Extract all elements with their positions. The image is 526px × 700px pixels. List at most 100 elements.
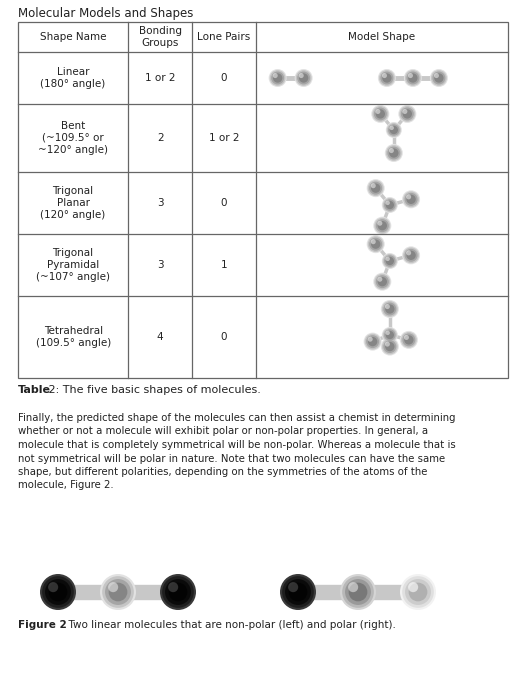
Circle shape	[408, 73, 413, 78]
Circle shape	[434, 74, 443, 83]
Circle shape	[386, 201, 394, 209]
Circle shape	[368, 236, 383, 252]
Circle shape	[407, 71, 419, 85]
Circle shape	[405, 579, 431, 605]
Text: Trigonal
Pyramidal
(~107° angle): Trigonal Pyramidal (~107° angle)	[36, 248, 110, 281]
Circle shape	[402, 109, 408, 114]
Circle shape	[381, 337, 399, 356]
Text: Bent
(~109.5° or
~120° angle): Bent (~109.5° or ~120° angle)	[38, 121, 108, 155]
Text: 0: 0	[220, 73, 227, 83]
Circle shape	[382, 73, 387, 78]
Circle shape	[349, 582, 367, 601]
Circle shape	[48, 582, 67, 601]
Circle shape	[402, 576, 434, 608]
Circle shape	[378, 277, 387, 286]
Bar	[58, 585, 118, 599]
Circle shape	[380, 71, 393, 85]
Circle shape	[403, 247, 419, 263]
Circle shape	[400, 331, 418, 349]
Circle shape	[340, 574, 376, 610]
Circle shape	[431, 70, 447, 86]
Circle shape	[408, 582, 418, 592]
Circle shape	[376, 219, 389, 232]
Circle shape	[430, 69, 448, 87]
Circle shape	[386, 257, 390, 261]
Circle shape	[376, 109, 380, 114]
Circle shape	[371, 239, 380, 248]
Circle shape	[390, 126, 398, 134]
Circle shape	[285, 579, 311, 605]
Circle shape	[384, 256, 396, 267]
Circle shape	[404, 248, 418, 262]
Circle shape	[402, 246, 420, 265]
Text: 2: The five basic shapes of molecules.: 2: The five basic shapes of molecules.	[45, 385, 261, 395]
Text: 1 or 2: 1 or 2	[145, 73, 175, 83]
Circle shape	[269, 69, 287, 87]
Circle shape	[374, 107, 387, 120]
Text: Two linear molecules that are non-polar (left) and polar (right).: Two linear molecules that are non-polar …	[62, 620, 396, 630]
Circle shape	[384, 329, 396, 341]
Circle shape	[168, 582, 178, 592]
Circle shape	[382, 253, 398, 269]
Circle shape	[402, 190, 420, 209]
Circle shape	[384, 199, 396, 211]
Circle shape	[105, 579, 131, 605]
Circle shape	[382, 301, 398, 317]
Circle shape	[386, 330, 390, 335]
Circle shape	[375, 274, 390, 290]
Text: molecule, Figure 2.: molecule, Figure 2.	[18, 480, 114, 491]
Circle shape	[299, 73, 304, 78]
Circle shape	[45, 579, 71, 605]
Text: 3: 3	[157, 198, 164, 208]
Circle shape	[40, 574, 76, 610]
Circle shape	[48, 582, 58, 592]
Circle shape	[368, 337, 373, 342]
Circle shape	[371, 239, 376, 244]
Text: 2: 2	[157, 133, 164, 143]
Circle shape	[371, 105, 389, 123]
Circle shape	[271, 71, 284, 85]
Circle shape	[376, 109, 385, 118]
Text: 0: 0	[220, 332, 227, 342]
Circle shape	[297, 71, 310, 85]
Circle shape	[401, 332, 417, 348]
Text: 1 or 2: 1 or 2	[208, 133, 239, 143]
Circle shape	[382, 197, 398, 213]
Bar	[298, 585, 358, 599]
Circle shape	[108, 582, 118, 592]
Circle shape	[162, 576, 194, 608]
Circle shape	[160, 574, 196, 610]
Text: Figure 2: Figure 2	[18, 620, 67, 630]
Circle shape	[42, 576, 74, 608]
Circle shape	[406, 195, 411, 200]
Circle shape	[165, 579, 191, 605]
Circle shape	[299, 74, 308, 83]
Circle shape	[401, 107, 414, 120]
Text: Shape Name: Shape Name	[40, 32, 106, 42]
Circle shape	[378, 69, 396, 87]
Circle shape	[169, 582, 187, 601]
Circle shape	[371, 183, 380, 192]
Circle shape	[379, 70, 395, 86]
Circle shape	[389, 148, 399, 158]
Text: Model Shape: Model Shape	[348, 32, 416, 42]
Circle shape	[385, 144, 403, 162]
Circle shape	[296, 70, 311, 86]
Text: Finally, the predicted shape of the molecules can then assist a chemist in deter: Finally, the predicted shape of the mole…	[18, 413, 456, 423]
Circle shape	[382, 339, 398, 354]
Circle shape	[386, 257, 394, 265]
Circle shape	[406, 251, 411, 256]
Circle shape	[404, 193, 418, 206]
Circle shape	[273, 74, 282, 83]
Circle shape	[387, 146, 400, 160]
Text: Molecular Models and Shapes: Molecular Models and Shapes	[18, 7, 194, 20]
Circle shape	[365, 334, 380, 349]
Circle shape	[288, 582, 298, 592]
Text: Trigonal
Planar
(120° angle): Trigonal Planar (120° angle)	[41, 186, 106, 220]
Text: molecule that is completely symmetrical will be non-polar. Whereas a molecule th: molecule that is completely symmetrical …	[18, 440, 456, 450]
Text: Table: Table	[18, 385, 51, 395]
Circle shape	[295, 69, 312, 87]
Text: 4: 4	[157, 332, 164, 342]
Circle shape	[280, 574, 316, 610]
Circle shape	[402, 109, 412, 118]
